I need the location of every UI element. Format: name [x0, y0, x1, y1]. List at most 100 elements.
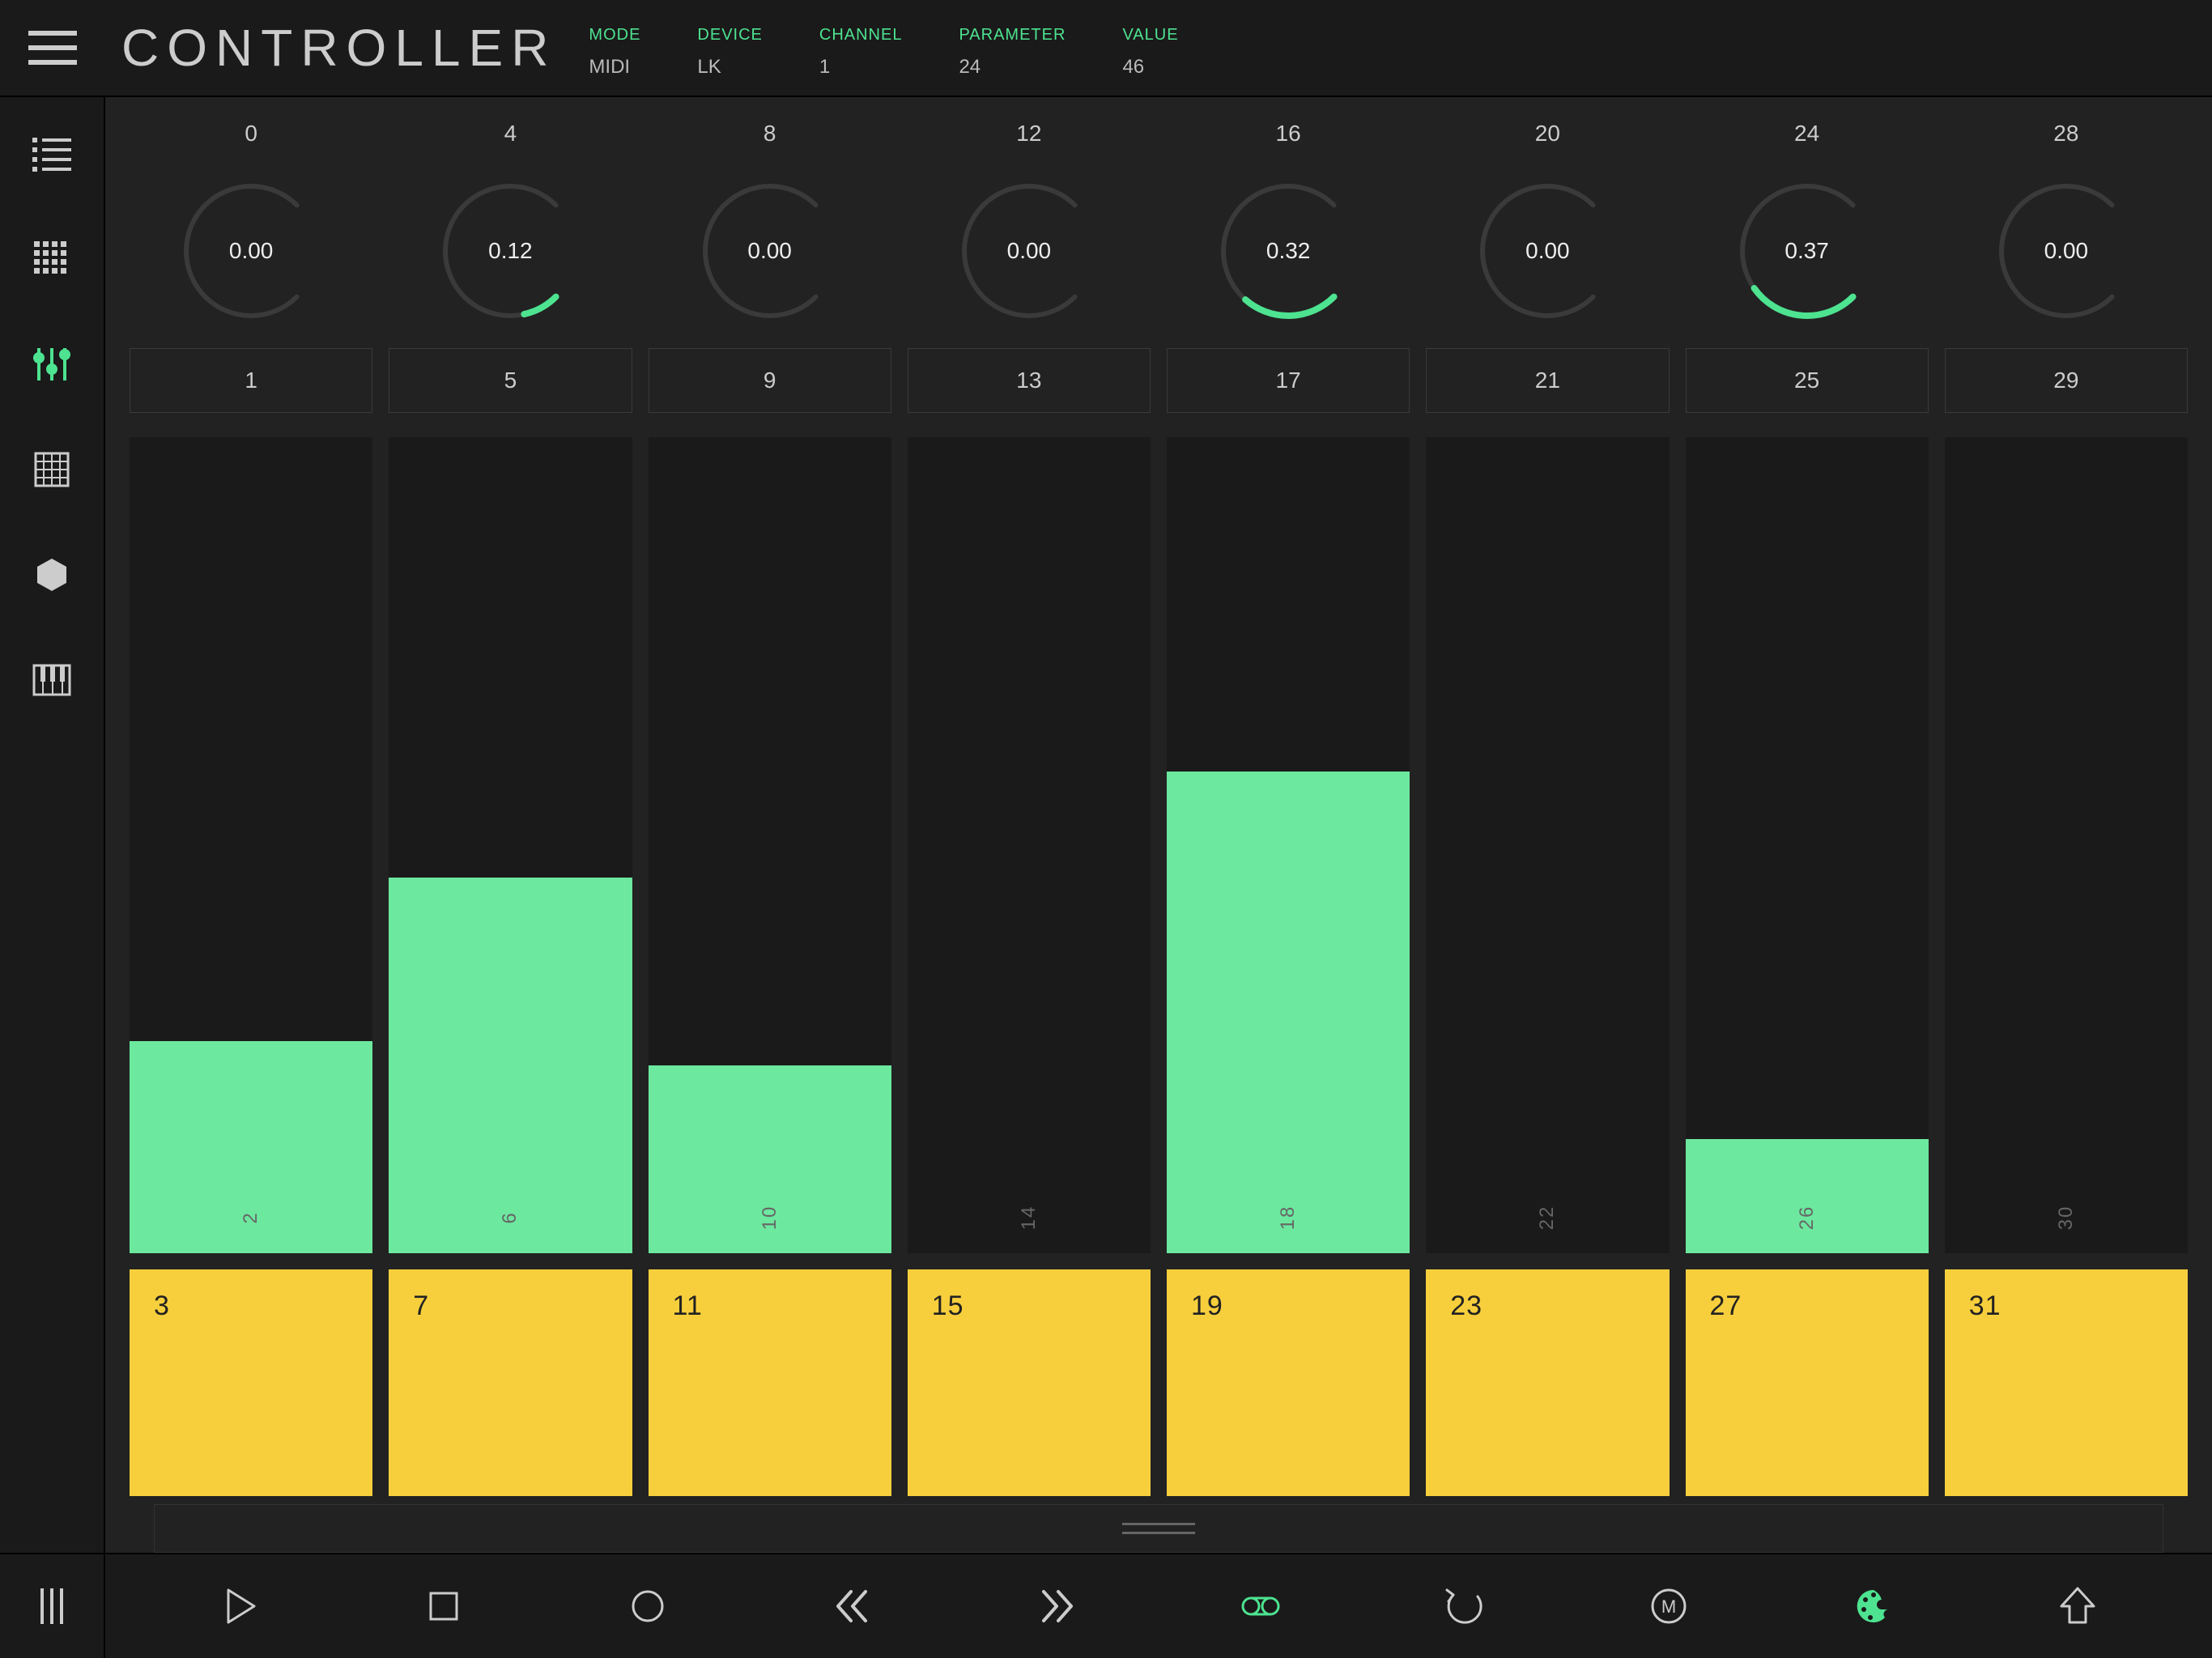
knob[interactable]: 0.00 [649, 154, 891, 348]
fader-number: 18 [1277, 1205, 1300, 1231]
sidebar-item-faders[interactable] [28, 340, 76, 389]
sidebar-item-hexagon[interactable] [28, 551, 76, 599]
channel-button[interactable]: 13 [908, 348, 1151, 413]
sidebar-item-matrix[interactable] [28, 445, 76, 494]
fader[interactable]: 14 [908, 437, 1151, 1253]
status-parameter: PARAMETER 24 [959, 26, 1066, 79]
transport-undo[interactable] [1432, 1574, 1497, 1639]
sidebar-item-list[interactable] [28, 130, 76, 178]
transport-play[interactable] [207, 1574, 272, 1639]
pad-button[interactable]: 27 [1686, 1269, 1929, 1496]
controller-column: 120.00131415 [908, 113, 1151, 1496]
knob-value: 0.00 [697, 178, 843, 324]
status-device: DEVICE LK [697, 26, 762, 79]
knob-value: 0.12 [437, 178, 583, 324]
controller-column: 80.0091011 [649, 113, 891, 1496]
fader-fill [1686, 1139, 1929, 1253]
pad-button[interactable]: 31 [1945, 1269, 2188, 1496]
shift-icon [2053, 1582, 2102, 1630]
pad-button[interactable]: 19 [1167, 1269, 1410, 1496]
controller-columns: 00.0012340.1256780.0091011120.0013141516… [130, 113, 2188, 1496]
transport-buttons: M [105, 1574, 2212, 1639]
channel-button[interactable]: 17 [1167, 348, 1410, 413]
fader[interactable]: 22 [1426, 437, 1669, 1253]
transport-record[interactable] [615, 1574, 680, 1639]
channel-button[interactable]: 21 [1426, 348, 1669, 413]
sidebar-item-piano[interactable] [28, 656, 76, 704]
sidebar-item-grid[interactable] [28, 235, 76, 283]
channel-button[interactable]: 9 [649, 348, 891, 413]
transport-forward[interactable] [1024, 1574, 1089, 1639]
channel-button[interactable]: 5 [389, 348, 632, 413]
fader-number: 30 [2055, 1205, 2078, 1231]
transport-metronome[interactable]: M [1636, 1574, 1701, 1639]
fader[interactable]: 6 [389, 437, 632, 1253]
knob-label: 24 [1686, 113, 1929, 154]
transport-menu[interactable] [0, 1554, 105, 1658]
transport-stop[interactable] [411, 1574, 476, 1639]
status-value-item: VALUE 46 [1122, 26, 1178, 79]
pad-button[interactable]: 11 [649, 1269, 891, 1496]
status-value: 46 [1122, 56, 1178, 79]
knob-label: 4 [389, 113, 632, 154]
fader[interactable]: 10 [649, 437, 891, 1253]
transport-palette[interactable] [1841, 1574, 1906, 1639]
knob[interactable]: 0.32 [1167, 154, 1410, 348]
knob[interactable]: 0.12 [389, 154, 632, 348]
fader[interactable]: 26 [1686, 437, 1929, 1253]
fader-number: 26 [1796, 1205, 1819, 1231]
knob-value: 0.32 [1215, 178, 1361, 324]
knob[interactable]: 0.00 [1426, 154, 1669, 348]
knob[interactable]: 0.37 [1686, 154, 1929, 348]
knob[interactable]: 0.00 [1945, 154, 2188, 348]
grid-icon [31, 238, 73, 280]
knob-value: 0.00 [956, 178, 1102, 324]
knob[interactable]: 0.00 [130, 154, 372, 348]
knob-label: 20 [1426, 113, 1669, 154]
main-panel: 00.0012340.1256780.0091011120.0013141516… [105, 97, 2212, 1553]
knob-label: 28 [1945, 113, 2188, 154]
knob-value: 0.00 [178, 178, 324, 324]
knob-value: 0.00 [1474, 178, 1620, 324]
status-label: MODE [589, 26, 640, 45]
channel-button[interactable]: 29 [1945, 348, 2188, 413]
loop-icon [1236, 1582, 1285, 1630]
menu-icon [28, 28, 77, 68]
channel-button[interactable]: 1 [130, 348, 372, 413]
controller-column: 24 0.37 25 26 27 [1686, 113, 1929, 1496]
transport-rewind[interactable] [820, 1574, 885, 1639]
pad-button[interactable]: 7 [389, 1269, 632, 1496]
faders-icon [31, 343, 73, 385]
fader-number: 14 [1018, 1205, 1040, 1231]
play-icon [215, 1582, 264, 1630]
forward-icon [1032, 1582, 1081, 1630]
matrix-icon [31, 449, 73, 491]
transport-loop[interactable] [1228, 1574, 1293, 1639]
fader[interactable]: 30 [1945, 437, 2188, 1253]
transport-shift[interactable] [2045, 1574, 2110, 1639]
channel-button[interactable]: 25 [1686, 348, 1929, 413]
controller-column: 00.00123 [130, 113, 372, 1496]
pad-button[interactable]: 23 [1426, 1269, 1669, 1496]
status-group: MODE MIDI DEVICE LK CHANNEL 1 PARAMETER … [589, 18, 1178, 79]
stop-icon [419, 1582, 468, 1630]
transport-bar: M [0, 1553, 2212, 1658]
fader[interactable]: 18 [1167, 437, 1410, 1253]
svg-text:M: M [1661, 1596, 1676, 1617]
status-value: 1 [819, 56, 903, 79]
controller-column: 28 0.00 29 30 31 [1945, 113, 2188, 1496]
controller-column: 160.32171819 [1167, 113, 1410, 1496]
bars-icon [36, 1582, 68, 1630]
fader[interactable]: 2 [130, 437, 372, 1253]
record-icon [623, 1582, 672, 1630]
pad-button[interactable]: 15 [908, 1269, 1151, 1496]
status-mode: MODE MIDI [589, 26, 640, 79]
header-bar: CONTROLLER MODE MIDI DEVICE LK CHANNEL 1… [0, 0, 2212, 97]
menu-button[interactable] [0, 0, 105, 96]
fader-fill [1167, 772, 1410, 1253]
knob-value: 0.00 [1993, 178, 2139, 324]
knob[interactable]: 0.00 [908, 154, 1151, 348]
knob-value: 0.37 [1734, 178, 1880, 324]
resize-handle[interactable] [154, 1504, 2163, 1553]
pad-button[interactable]: 3 [130, 1269, 372, 1496]
